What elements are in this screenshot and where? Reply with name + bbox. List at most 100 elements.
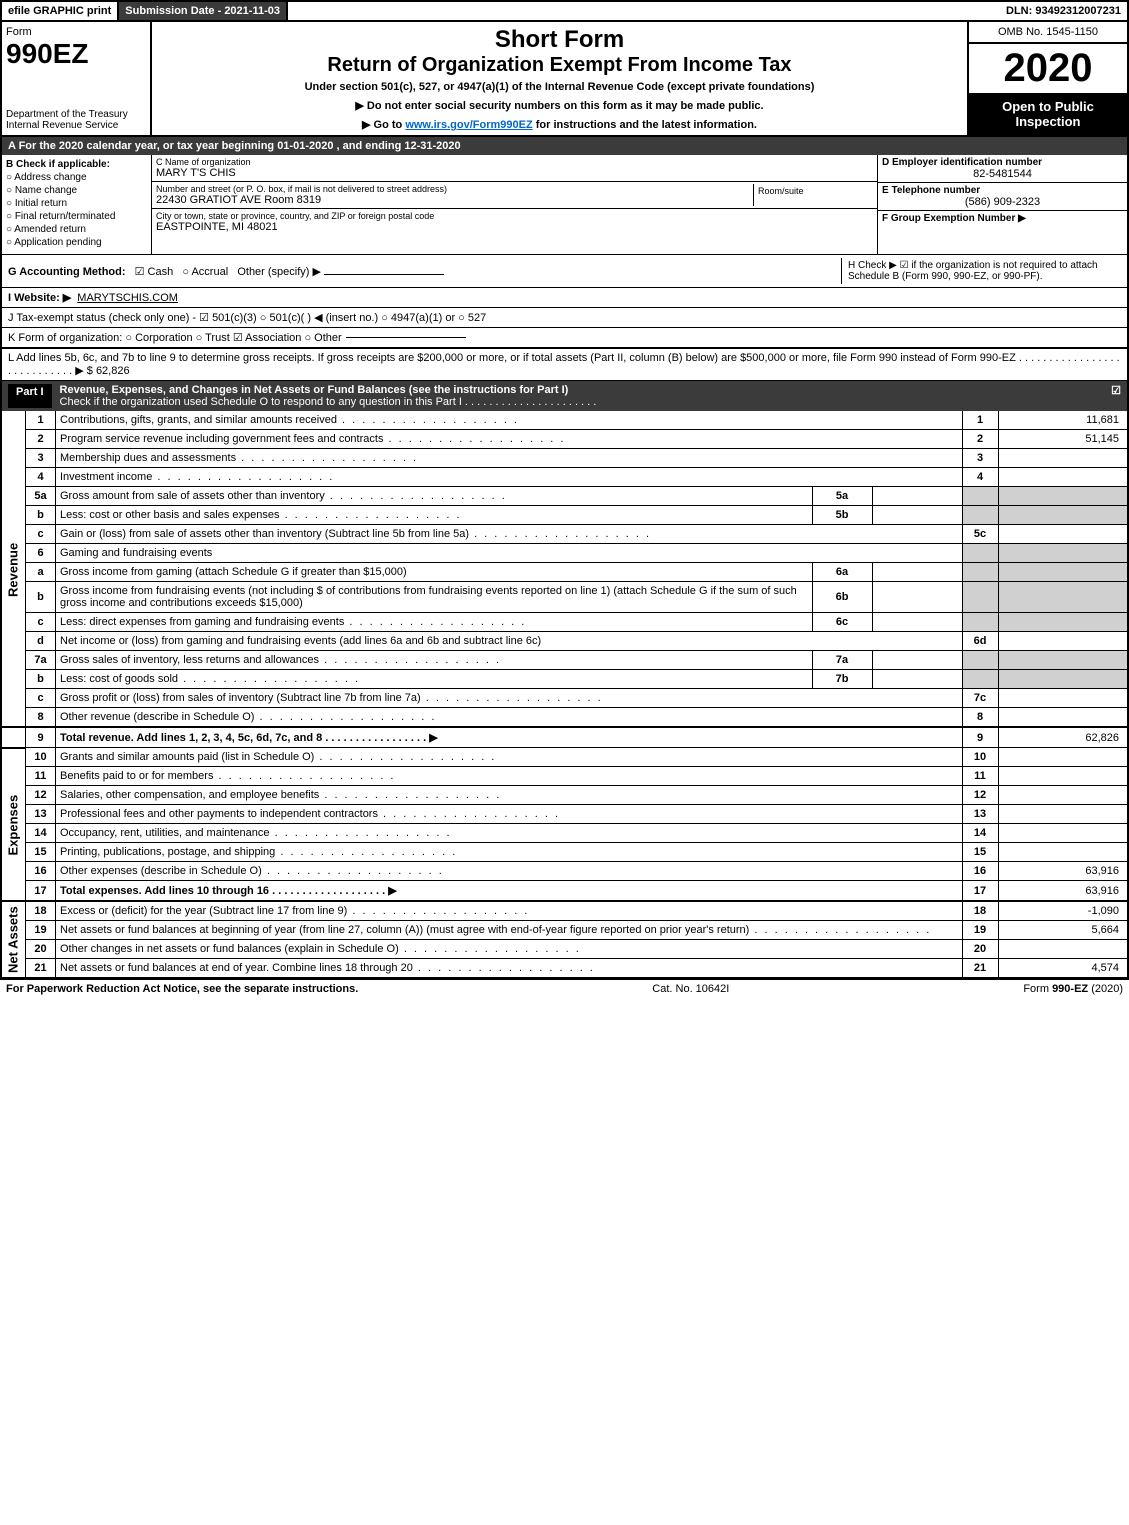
under-section-text: Under section 501(c), 527, or 4947(a)(1)… (156, 81, 963, 93)
method-accrual[interactable]: ○ Accrual (182, 266, 228, 278)
department-label: Department of the Treasury Internal Reve… (6, 109, 146, 131)
city-state-zip: EASTPOINTE, MI 48021 (156, 221, 873, 233)
line-6-desc: Gaming and fundraising events (56, 544, 963, 563)
street-label: Number and street (or P. O. box, if mail… (156, 184, 753, 194)
line-6b-desc: Gross income from fundraising events (no… (56, 582, 813, 613)
form-number: 990EZ (6, 38, 146, 70)
line-6c-amount (998, 613, 1128, 632)
line-3-ref: 3 (962, 449, 998, 468)
catalog-number: Cat. No. 10642I (652, 983, 729, 995)
line-5b-subval (872, 506, 962, 525)
check-application-pending[interactable]: ○ Application pending (6, 237, 147, 248)
method-cash[interactable]: ☑ Cash (135, 266, 174, 278)
line-14-num: 14 (26, 824, 56, 843)
line-8-ref: 8 (962, 708, 998, 728)
ssn-warning: ▶ Do not enter social security numbers o… (156, 99, 963, 112)
line-10-ref: 10 (962, 748, 998, 767)
line-5b-amount (998, 506, 1128, 525)
part-1-title: Revenue, Expenses, and Changes in Net As… (60, 384, 569, 396)
line-16-amount: 63,916 (998, 862, 1128, 881)
header-right: OMB No. 1545-1150 2020 Open to Public In… (967, 22, 1127, 135)
line-10-amount (998, 748, 1128, 767)
line-7a-desc: Gross sales of inventory, less returns a… (56, 651, 813, 670)
dln-label: DLN: 93492312007231 (1000, 2, 1127, 20)
line-2-amount: 51,145 (998, 430, 1128, 449)
line-13-amount (998, 805, 1128, 824)
line-6a-sub: 6a (812, 563, 872, 582)
line-19-desc: Net assets or fund balances at beginning… (56, 921, 963, 940)
form-header: Form 990EZ Department of the Treasury In… (0, 22, 1129, 137)
check-address-change[interactable]: ○ Address change (6, 172, 147, 183)
gross-receipts-amount: 62,826 (96, 365, 130, 377)
method-other[interactable]: Other (specify) ▶ (237, 266, 321, 278)
check-name-change[interactable]: ○ Name change (6, 185, 147, 196)
line-7c-num: c (26, 689, 56, 708)
line-7b-ref (962, 670, 998, 689)
line-7b-subval (872, 670, 962, 689)
line-21-amount: 4,574 (998, 959, 1128, 979)
line-11-num: 11 (26, 767, 56, 786)
part-1-table: Revenue 1 Contributions, gifts, grants, … (0, 411, 1129, 979)
line-8-num: 8 (26, 708, 56, 728)
line-20-num: 20 (26, 940, 56, 959)
line-6c-ref (962, 613, 998, 632)
part-1-checkbox[interactable]: ☑ (1111, 384, 1121, 408)
phone-value: (586) 909-2323 (882, 196, 1123, 208)
revenue-sidebar: Revenue (1, 411, 26, 727)
line-19-amount: 5,664 (998, 921, 1128, 940)
line-14-amount (998, 824, 1128, 843)
efile-print-label[interactable]: efile GRAPHIC print (2, 2, 119, 20)
line-10-desc: Grants and similar amounts paid (list in… (56, 748, 963, 767)
omb-number: OMB No. 1545-1150 (969, 22, 1127, 44)
line-7a-ref (962, 651, 998, 670)
line-13-num: 13 (26, 805, 56, 824)
line-8-amount (998, 708, 1128, 728)
line-6c-num: c (26, 613, 56, 632)
line-20-desc: Other changes in net assets or fund bala… (56, 940, 963, 959)
gross-receipts-text: L Add lines 5b, 6c, and 7b to line 9 to … (8, 352, 1120, 377)
line-21-num: 21 (26, 959, 56, 979)
line-6d-ref: 6d (962, 632, 998, 651)
line-16-desc: Other expenses (describe in Schedule O) (56, 862, 963, 881)
section-c-address: C Name of organization MARY T'S CHIS Num… (152, 155, 877, 254)
tax-period: A For the 2020 calendar year, or tax yea… (0, 137, 1129, 155)
line-6-amount (998, 544, 1128, 563)
line-6c-sub: 6c (812, 613, 872, 632)
line-3-amount (998, 449, 1128, 468)
line-5b-sub: 5b (812, 506, 872, 525)
irs-link[interactable]: www.irs.gov/Form990EZ (405, 119, 532, 131)
website-value[interactable]: MARYTSCHIS.COM (77, 292, 178, 304)
line-4-num: 4 (26, 468, 56, 487)
part-1-subtitle: Check if the organization used Schedule … (60, 396, 597, 408)
website-label: I Website: ▶ (8, 291, 71, 304)
line-6d-amount (998, 632, 1128, 651)
line-6a-num: a (26, 563, 56, 582)
line-10-num: 10 (26, 748, 56, 767)
check-initial-return[interactable]: ○ Initial return (6, 198, 147, 209)
line-6b-sub: 6b (812, 582, 872, 613)
line-3-desc: Membership dues and assessments (56, 449, 963, 468)
org-name-label: C Name of organization (156, 157, 873, 167)
line-5a-sub: 5a (812, 487, 872, 506)
line-11-amount (998, 767, 1128, 786)
line-16-ref: 16 (962, 862, 998, 881)
line-7b-sub: 7b (812, 670, 872, 689)
open-to-public: Open to Public Inspection (969, 93, 1127, 135)
line-1-num: 1 (26, 411, 56, 430)
line-6b-num: b (26, 582, 56, 613)
goto-instructions: ▶ Go to www.irs.gov/Form990EZ for instru… (156, 118, 963, 131)
tax-year: 2020 (969, 44, 1127, 93)
line-7b-desc: Less: cost of goods sold (56, 670, 813, 689)
check-final-return[interactable]: ○ Final return/terminated (6, 211, 147, 222)
line-17-desc: Total expenses. Add lines 10 through 16 … (56, 881, 963, 902)
line-6b-amount (998, 582, 1128, 613)
line-7c-ref: 7c (962, 689, 998, 708)
ein-label: D Employer identification number (882, 157, 1042, 168)
line-6b-ref (962, 582, 998, 613)
line-9-num: 9 (26, 727, 56, 748)
line-17-num: 17 (26, 881, 56, 902)
line-18-num: 18 (26, 901, 56, 921)
check-amended-return[interactable]: ○ Amended return (6, 224, 147, 235)
line-1-amount: 11,681 (998, 411, 1128, 430)
line-9-ref: 9 (962, 727, 998, 748)
